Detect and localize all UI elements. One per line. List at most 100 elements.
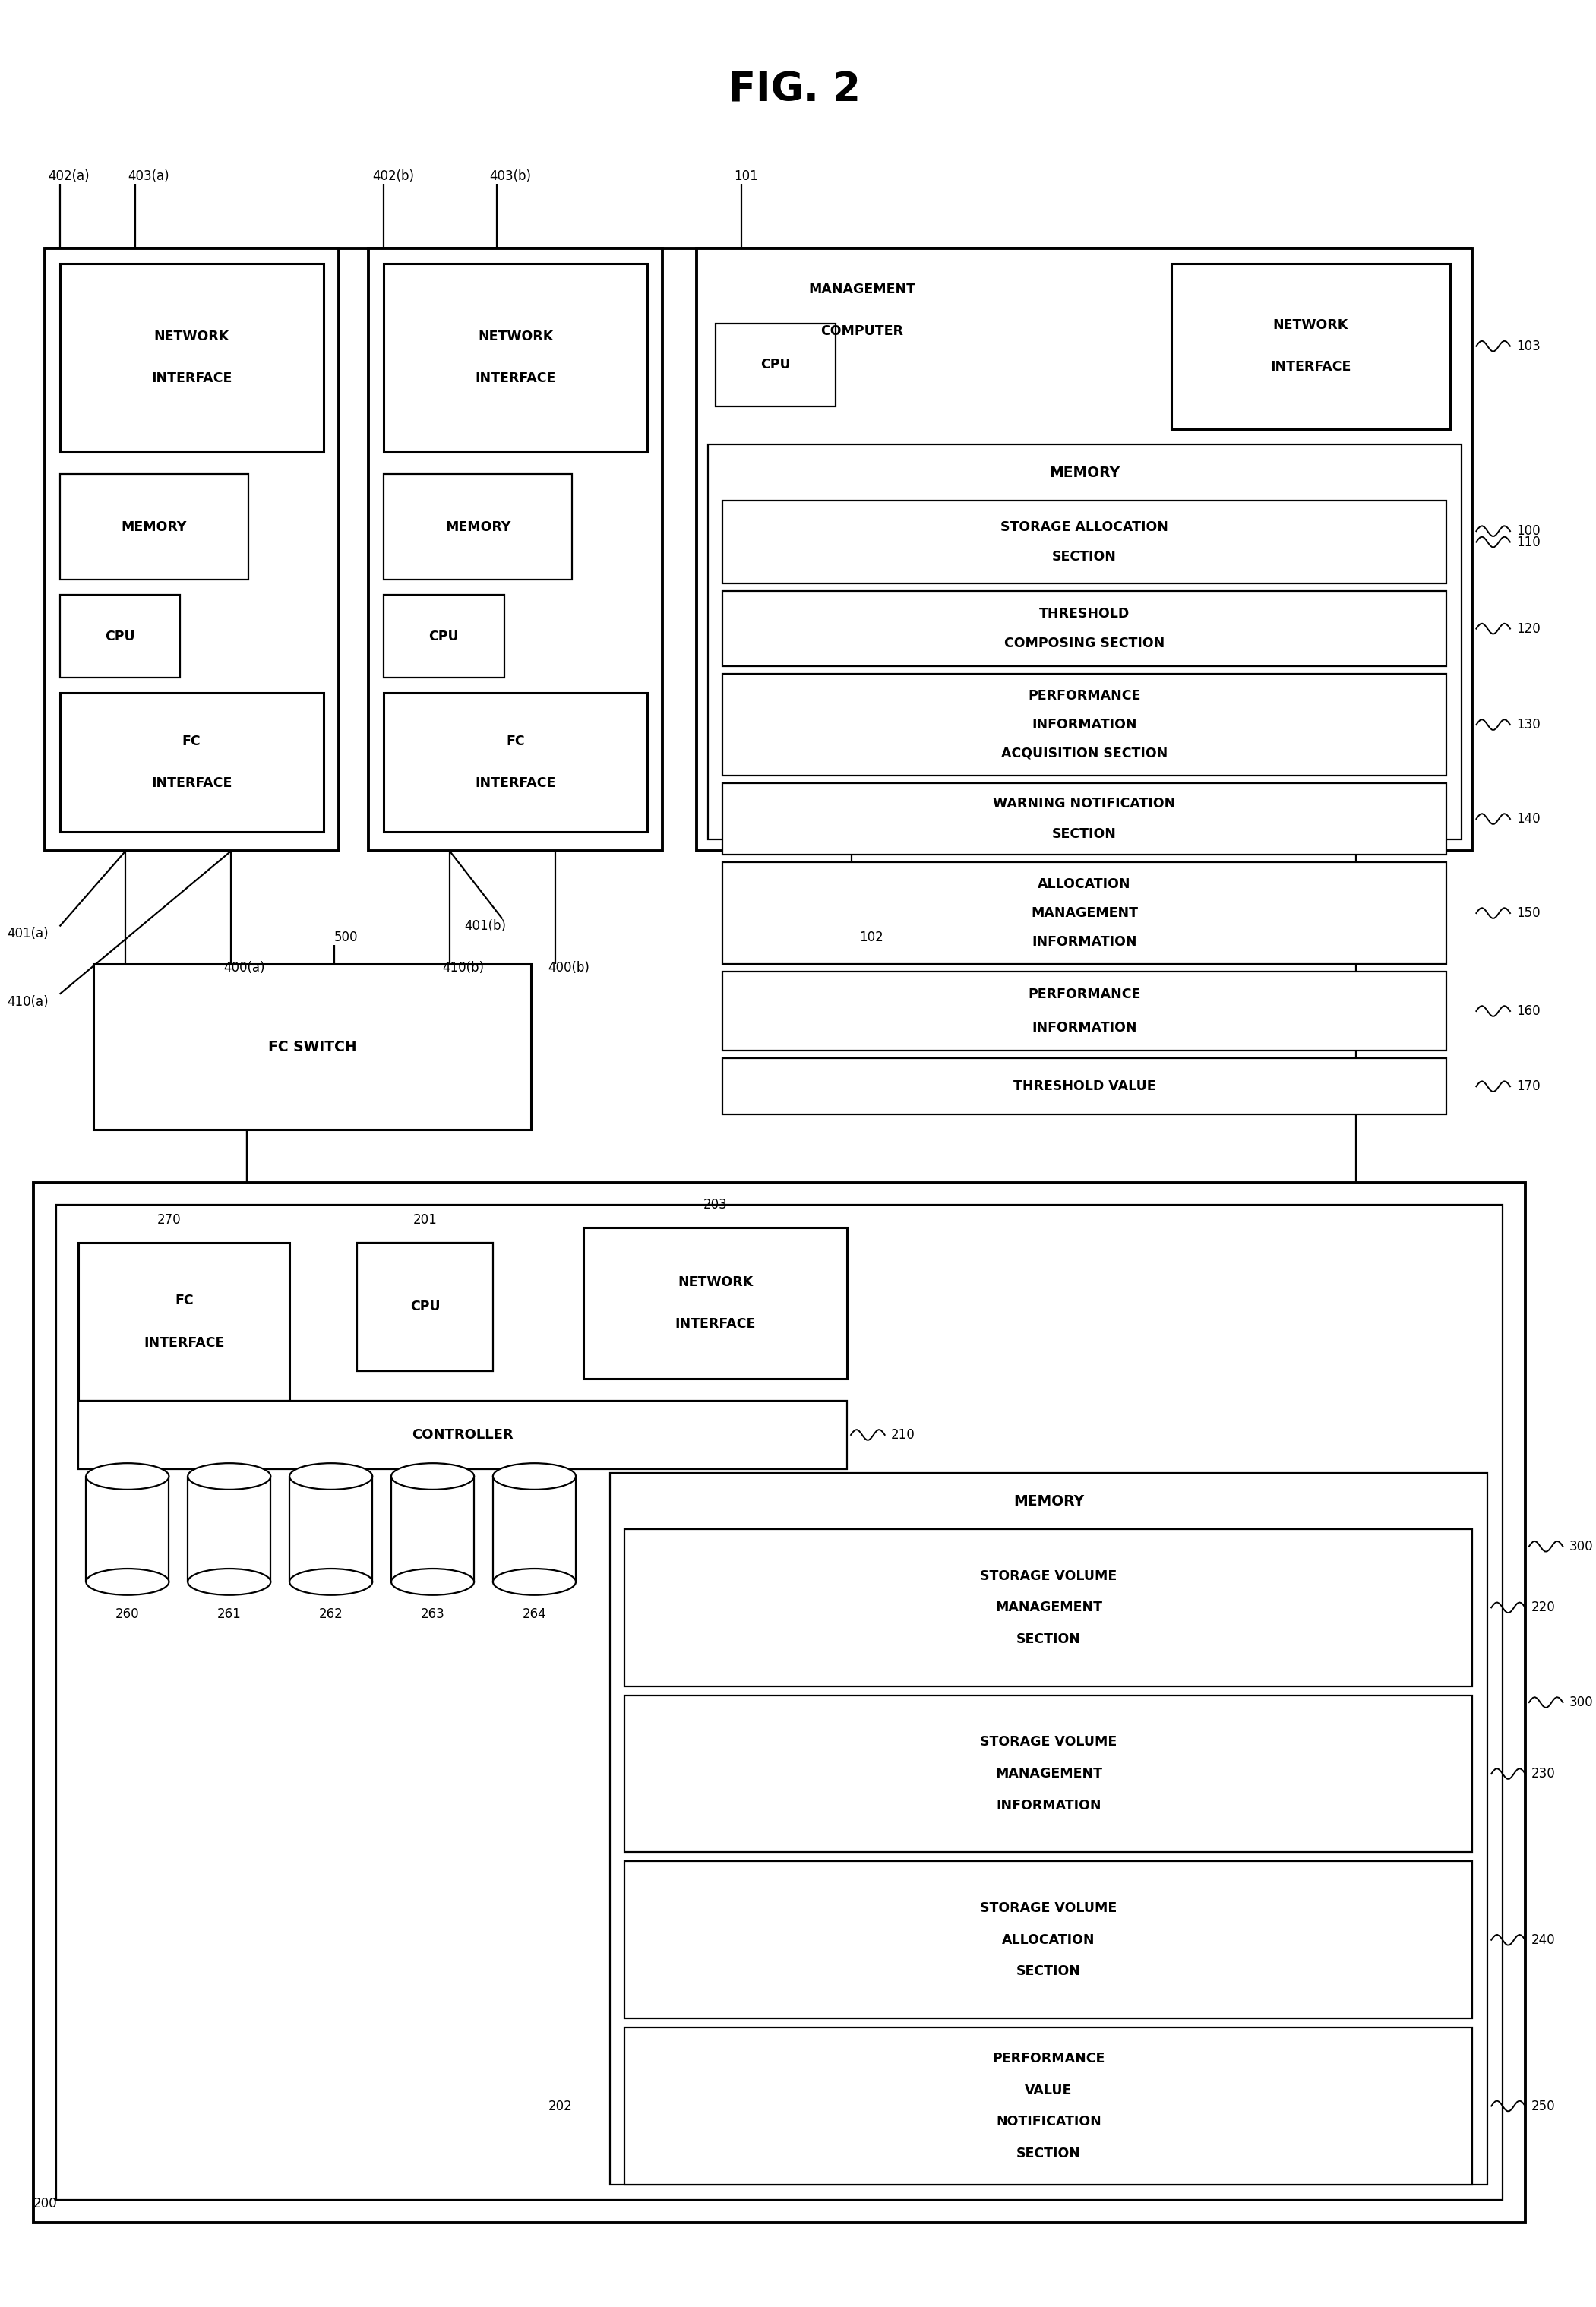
Text: ACQUISITION SECTION: ACQUISITION SECTION <box>1001 747 1168 761</box>
Text: THRESHOLD VALUE: THRESHOLD VALUE <box>1013 1080 1156 1094</box>
Text: 300: 300 <box>1569 1539 1593 1553</box>
Text: 120: 120 <box>1516 623 1540 634</box>
Text: VALUE: VALUE <box>1025 2083 1073 2097</box>
Bar <box>86 1476 169 1583</box>
Bar <box>383 692 648 833</box>
Ellipse shape <box>86 1463 169 1490</box>
Text: 220: 220 <box>1531 1601 1556 1615</box>
Bar <box>59 692 324 833</box>
Text: 103: 103 <box>1516 339 1540 353</box>
Bar <box>56 1204 1502 2199</box>
Bar <box>383 475 571 579</box>
Text: MEMORY: MEMORY <box>121 519 187 533</box>
Text: SECTION: SECTION <box>1017 1966 1080 1979</box>
Text: SECTION: SECTION <box>1017 2146 1080 2159</box>
Text: CPU: CPU <box>429 630 460 644</box>
Text: 130: 130 <box>1516 717 1540 731</box>
Text: 400(b): 400(b) <box>547 962 589 974</box>
Text: INFORMATION: INFORMATION <box>1033 934 1136 948</box>
Bar <box>723 674 1446 775</box>
Bar <box>715 323 836 406</box>
Text: ALLOCATION: ALLOCATION <box>1037 877 1132 891</box>
Text: 240: 240 <box>1531 1933 1555 1947</box>
Text: INTERFACE: INTERFACE <box>1270 360 1350 374</box>
Bar <box>493 1476 576 1583</box>
Bar <box>59 475 247 579</box>
Text: STORAGE ALLOCATION: STORAGE ALLOCATION <box>1001 519 1168 533</box>
Text: 263: 263 <box>421 1608 445 1622</box>
Bar <box>45 249 338 851</box>
Text: ALLOCATION: ALLOCATION <box>1002 1933 1095 1947</box>
Bar <box>358 1243 493 1370</box>
Bar <box>696 249 1473 851</box>
Text: 203: 203 <box>704 1197 728 1211</box>
Ellipse shape <box>493 1569 576 1594</box>
Text: 200: 200 <box>34 2196 57 2210</box>
Text: 250: 250 <box>1531 2099 1555 2113</box>
Text: MANAGEMENT: MANAGEMENT <box>809 284 916 298</box>
Text: INTERFACE: INTERFACE <box>476 371 555 385</box>
Bar <box>34 1183 1526 2222</box>
Text: CPU: CPU <box>410 1301 440 1313</box>
Text: 170: 170 <box>1516 1080 1540 1094</box>
Text: PERFORMANCE: PERFORMANCE <box>1028 987 1141 1001</box>
Bar <box>78 1243 289 1400</box>
Bar <box>723 782 1446 854</box>
Text: 202: 202 <box>547 2099 571 2113</box>
Text: THRESHOLD: THRESHOLD <box>1039 607 1130 621</box>
Text: 264: 264 <box>522 1608 546 1622</box>
Text: 270: 270 <box>156 1213 180 1227</box>
Bar <box>624 1696 1473 1853</box>
Bar <box>707 443 1462 840</box>
Ellipse shape <box>188 1463 271 1490</box>
Bar <box>94 964 530 1130</box>
Text: INTERFACE: INTERFACE <box>152 371 231 385</box>
Bar <box>78 1400 847 1470</box>
Text: MANAGEMENT: MANAGEMENT <box>994 1767 1103 1781</box>
Ellipse shape <box>493 1463 576 1490</box>
Text: INFORMATION: INFORMATION <box>1033 717 1136 731</box>
Bar <box>391 1476 474 1583</box>
Bar <box>383 595 504 678</box>
Text: STORAGE VOLUME: STORAGE VOLUME <box>980 1735 1117 1749</box>
Bar <box>723 591 1446 667</box>
Bar <box>584 1227 847 1377</box>
Text: MEMORY: MEMORY <box>445 519 511 533</box>
Text: 401(a): 401(a) <box>6 927 48 941</box>
Text: CPU: CPU <box>760 358 790 371</box>
Text: INTERFACE: INTERFACE <box>476 777 555 791</box>
Text: 300: 300 <box>1569 1696 1593 1709</box>
Text: 230: 230 <box>1531 1767 1556 1781</box>
Bar <box>188 1476 271 1583</box>
Bar <box>369 249 662 851</box>
Text: WARNING NOTIFICATION: WARNING NOTIFICATION <box>993 796 1176 810</box>
Text: PERFORMANCE: PERFORMANCE <box>1028 690 1141 704</box>
Text: FC SWITCH: FC SWITCH <box>268 1040 356 1054</box>
Bar <box>610 1472 1487 2185</box>
Text: INTERFACE: INTERFACE <box>675 1317 755 1331</box>
Ellipse shape <box>391 1463 474 1490</box>
Bar <box>383 263 648 452</box>
Text: 500: 500 <box>334 930 358 944</box>
Text: 110: 110 <box>1516 535 1540 549</box>
Ellipse shape <box>188 1569 271 1594</box>
Text: 403(b): 403(b) <box>488 171 531 185</box>
Ellipse shape <box>86 1569 169 1594</box>
Text: 262: 262 <box>319 1608 343 1622</box>
Text: SECTION: SECTION <box>1052 551 1117 563</box>
Text: NETWORK: NETWORK <box>678 1276 753 1290</box>
Text: FIG. 2: FIG. 2 <box>728 69 860 111</box>
Text: 410(b): 410(b) <box>442 962 484 974</box>
Ellipse shape <box>289 1463 372 1490</box>
Bar <box>624 2028 1473 2185</box>
Text: 401(b): 401(b) <box>464 920 506 932</box>
Text: 100: 100 <box>1516 524 1540 538</box>
Bar <box>624 1862 1473 2019</box>
Bar <box>624 1530 1473 1686</box>
Text: 140: 140 <box>1516 812 1540 826</box>
Text: 201: 201 <box>413 1213 437 1227</box>
Text: 210: 210 <box>891 1428 915 1442</box>
Text: FC: FC <box>174 1294 193 1308</box>
Text: SECTION: SECTION <box>1052 828 1117 840</box>
Text: MEMORY: MEMORY <box>1013 1495 1084 1509</box>
